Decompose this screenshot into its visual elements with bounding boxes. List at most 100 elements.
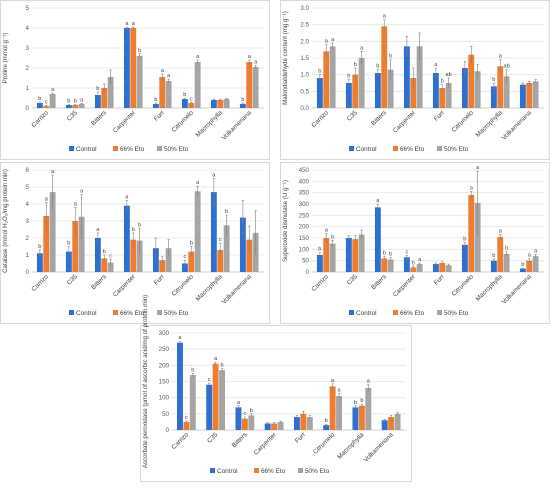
significance-label: a bbox=[434, 62, 438, 68]
bar-66-eto bbox=[217, 100, 224, 108]
significance-label: c bbox=[183, 254, 186, 260]
legend-swatch bbox=[437, 146, 442, 151]
y-tick-label: 3 bbox=[26, 45, 30, 52]
bar-control bbox=[293, 417, 300, 430]
significance-label: a bbox=[325, 39, 329, 45]
significance-label: b bbox=[225, 209, 228, 215]
significance-label: a bbox=[331, 378, 335, 384]
bar-66-eto bbox=[217, 249, 224, 272]
significance-label: a bbox=[248, 54, 252, 60]
bar-control bbox=[206, 384, 213, 430]
significance-label: ab bbox=[446, 72, 452, 78]
significance-label: a bbox=[470, 186, 474, 192]
bar-66-eto bbox=[43, 106, 50, 108]
significance-label: a bbox=[499, 229, 503, 235]
bar-50-eto bbox=[223, 225, 230, 272]
bar-control bbox=[123, 205, 130, 272]
legend-swatch bbox=[349, 146, 354, 151]
bar-control bbox=[345, 238, 352, 272]
bar-50-eto bbox=[136, 240, 143, 272]
bar-66-eto bbox=[43, 215, 50, 272]
bar-control bbox=[403, 257, 410, 272]
significance-label: ab bbox=[504, 64, 510, 70]
significance-label: b bbox=[138, 48, 141, 54]
bar-50-eto bbox=[78, 104, 85, 108]
bar-66-eto bbox=[358, 405, 365, 430]
y-tick-label: 0 bbox=[306, 269, 310, 276]
y-tick-label: 0.5 bbox=[300, 88, 309, 95]
y-tick-label: 5 bbox=[26, 184, 30, 191]
bar-66-eto bbox=[381, 258, 388, 272]
legend-swatch bbox=[437, 310, 442, 315]
significance-label: b bbox=[138, 223, 141, 229]
legend-swatch bbox=[254, 468, 259, 473]
bar-control bbox=[36, 253, 43, 272]
significance-label: c bbox=[109, 253, 112, 259]
significance-label: a bbox=[51, 169, 55, 175]
bar-control bbox=[316, 78, 323, 108]
y-tick-label: 5 bbox=[26, 5, 30, 12]
legend-label: 66% Eto bbox=[400, 310, 425, 317]
y-tick-label: 50 bbox=[302, 258, 309, 265]
bar-66-eto bbox=[352, 239, 359, 272]
bar-66-eto bbox=[212, 363, 219, 430]
significance-label: c bbox=[185, 415, 188, 421]
legend-swatch bbox=[113, 146, 118, 151]
y-tick-label: 2 bbox=[26, 65, 30, 72]
legend-swatch bbox=[298, 468, 303, 473]
bar-control bbox=[432, 73, 439, 108]
bar-50-eto bbox=[416, 264, 423, 272]
significance-label: a bbox=[125, 21, 129, 27]
bar-50-eto bbox=[532, 256, 539, 272]
bar-control bbox=[461, 68, 468, 108]
bar-control bbox=[519, 84, 526, 108]
bar-control bbox=[181, 263, 188, 272]
bar-50-eto bbox=[474, 202, 481, 272]
significance-label: b bbox=[412, 260, 415, 266]
bar-66-eto bbox=[526, 260, 533, 272]
bar-66-eto bbox=[468, 194, 475, 272]
significance-label: a bbox=[254, 59, 258, 65]
y-tick-label: 1.0 bbox=[300, 72, 309, 79]
y-tick-label: 400 bbox=[299, 178, 310, 185]
y-axis-label: Catalase (mmol H₂O₂/mg protein min) bbox=[2, 169, 9, 273]
bar-50-eto bbox=[194, 191, 201, 272]
significance-label: c bbox=[243, 411, 246, 417]
bar-66-eto bbox=[526, 83, 533, 108]
bar-control bbox=[152, 104, 159, 108]
legend-label: 66% Eto bbox=[400, 146, 425, 153]
bar-66-eto bbox=[497, 66, 504, 108]
bar-50-eto bbox=[277, 421, 284, 430]
y-tick-label: 0 bbox=[26, 269, 30, 276]
legend-swatch bbox=[157, 146, 162, 151]
significance-label: a bbox=[331, 37, 335, 43]
bar-66-eto bbox=[300, 413, 307, 430]
y-tick-label: 1 bbox=[26, 85, 30, 92]
bar-50-eto bbox=[136, 56, 143, 108]
bar-66-eto bbox=[410, 78, 417, 108]
bar-66-eto bbox=[183, 421, 190, 430]
bar-50-eto bbox=[49, 192, 56, 272]
bar-50-eto bbox=[252, 67, 259, 108]
y-tick-label: 2.5 bbox=[300, 22, 309, 29]
legend-label: Control bbox=[356, 146, 377, 153]
bar-50-eto bbox=[394, 413, 401, 430]
bar-50-eto bbox=[107, 262, 114, 272]
significance-label: a bbox=[80, 189, 84, 195]
significance-label: b bbox=[241, 97, 244, 103]
significance-label: a bbox=[125, 195, 129, 201]
bar-control bbox=[374, 207, 381, 272]
y-tick-label: 300 bbox=[299, 201, 310, 208]
bar-50-eto bbox=[503, 76, 510, 108]
significance-label: b bbox=[347, 74, 350, 80]
bar-66-eto bbox=[159, 260, 166, 272]
legend-swatch bbox=[210, 468, 215, 473]
significance-label: a bbox=[196, 54, 200, 60]
legend-swatch bbox=[349, 310, 354, 315]
significance-label: b bbox=[376, 64, 379, 70]
bar-control bbox=[94, 95, 101, 108]
legend-swatch bbox=[69, 310, 74, 315]
y-tick-label: 4 bbox=[26, 25, 30, 32]
significance-label: b bbox=[325, 418, 328, 424]
significance-label: b bbox=[492, 77, 495, 83]
